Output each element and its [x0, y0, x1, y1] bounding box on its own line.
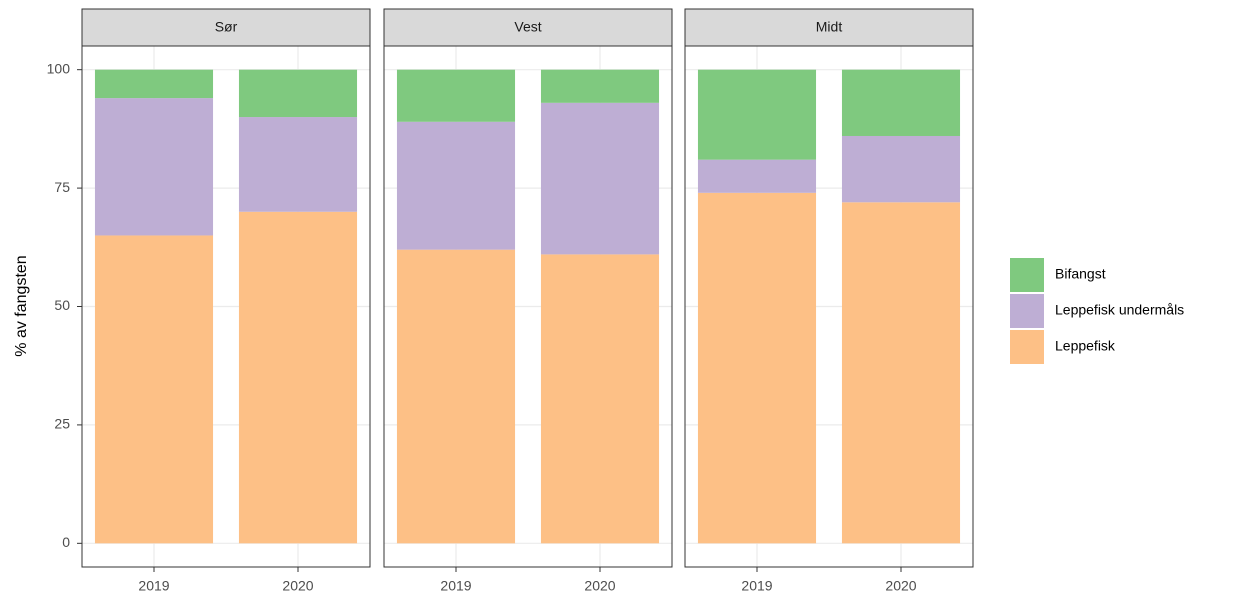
- y-axis-label: % av fangsten: [13, 255, 30, 356]
- panel-border: [383, 45, 673, 568]
- bar-segment: [697, 192, 817, 544]
- panel-border: [81, 45, 371, 568]
- y-tick-label: 0: [62, 534, 70, 550]
- facet-title: Vest: [514, 19, 541, 35]
- y-tick-label: 25: [54, 416, 70, 432]
- strip: [684, 8, 974, 47]
- legend-key: [1010, 258, 1044, 292]
- legend-label: Leppefisk undermåls: [1055, 302, 1184, 318]
- y-tick-label: 75: [54, 179, 70, 195]
- legend-key: [1010, 330, 1044, 364]
- bar-segment: [540, 254, 660, 544]
- x-tick-label: 2020: [584, 578, 615, 594]
- bar-segment: [396, 121, 516, 250]
- facet-title: Sør: [215, 19, 238, 35]
- bar-segment: [841, 135, 961, 203]
- x-tick-label: 2019: [440, 578, 471, 594]
- x-tick-label: 2019: [741, 578, 772, 594]
- x-tick-label: 2020: [885, 578, 916, 594]
- panel-border: [684, 45, 974, 568]
- bar-segment: [94, 235, 214, 544]
- x-tick-label: 2020: [282, 578, 313, 594]
- legend-label: Leppefisk: [1055, 338, 1116, 354]
- strip: [383, 8, 673, 47]
- bar-segment: [697, 159, 817, 193]
- bar-segment: [540, 102, 660, 255]
- strip: [81, 8, 371, 47]
- bar-segment: [238, 117, 358, 212]
- bar-segment: [94, 98, 214, 236]
- legend-label: Bifangst: [1055, 266, 1106, 282]
- bar-segment: [238, 69, 358, 118]
- legend-key: [1010, 294, 1044, 328]
- facet-title: Midt: [816, 19, 843, 35]
- y-tick-label: 100: [47, 60, 71, 76]
- bar-segment: [540, 69, 660, 103]
- y-tick-label: 50: [54, 297, 70, 313]
- bar-segment: [396, 69, 516, 122]
- bar-segment: [238, 211, 358, 544]
- x-tick-label: 2019: [138, 578, 169, 594]
- bar-segment: [697, 69, 817, 160]
- bar-segment: [94, 69, 214, 99]
- bar-segment: [841, 202, 961, 544]
- bar-segment: [841, 69, 961, 136]
- bar-segment: [396, 249, 516, 544]
